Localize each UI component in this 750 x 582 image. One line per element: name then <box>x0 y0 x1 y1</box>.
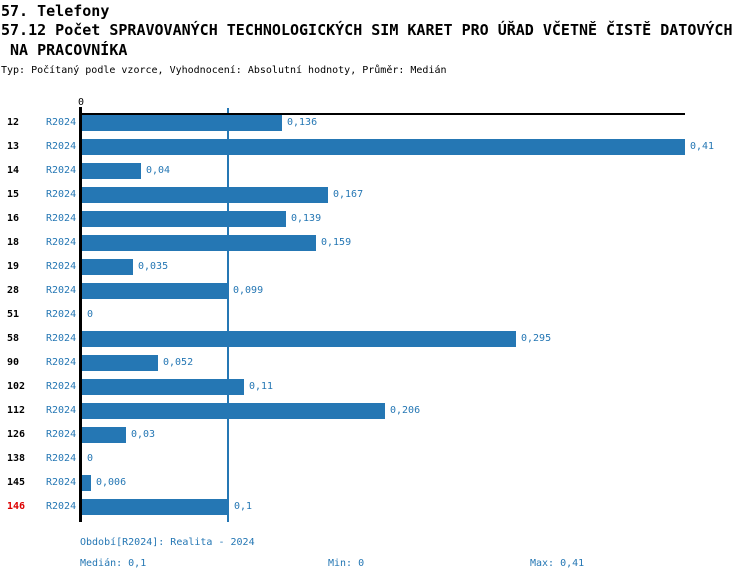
value-bar-146 <box>82 499 229 515</box>
category-label-14: 14 <box>7 165 20 176</box>
series-period-label: R2024 <box>46 501 77 512</box>
value-label-15: 0,167 <box>333 189 364 200</box>
value-label-12: 0,136 <box>287 117 318 128</box>
max-stat: Max: 0,41 <box>530 558 585 569</box>
series-period-label: R2024 <box>46 405 77 416</box>
value-label-138: 0 <box>87 453 94 464</box>
category-label-126: 126 <box>7 429 26 440</box>
value-bar-14 <box>82 163 141 179</box>
series-period-label: R2024 <box>46 285 77 296</box>
value-bar-16 <box>82 211 286 227</box>
value-bar-19 <box>82 259 133 275</box>
min-stat: Min: 0 <box>328 558 365 569</box>
value-label-13: 0,41 <box>690 141 715 152</box>
value-label-90: 0,052 <box>163 357 194 368</box>
value-label-145: 0,006 <box>96 477 127 488</box>
value-bar-102 <box>82 379 244 395</box>
value-label-146: 0,1 <box>234 501 253 512</box>
median-stat: Medián: 0,1 <box>80 558 147 569</box>
metric-subtitle: Typ: Počítaný podle vzorce, Vyhodnocení:… <box>1 65 447 76</box>
value-label-58: 0,295 <box>521 333 552 344</box>
value-bar-15 <box>82 187 328 203</box>
value-bar-12 <box>82 115 282 131</box>
category-label-146: 146 <box>7 501 26 512</box>
series-period-label: R2024 <box>46 117 77 128</box>
series-period-label: R2024 <box>46 309 77 320</box>
category-label-13: 13 <box>7 141 20 152</box>
category-label-19: 19 <box>7 261 20 272</box>
category-label-18: 18 <box>7 237 20 248</box>
value-label-51: 0 <box>87 309 94 320</box>
series-period-label: R2024 <box>46 453 77 464</box>
series-period-label: R2024 <box>46 213 77 224</box>
value-label-28: 0,099 <box>233 285 264 296</box>
value-label-126: 0,03 <box>131 429 156 440</box>
value-bar-126 <box>82 427 126 443</box>
category-label-112: 112 <box>7 405 26 416</box>
value-bar-13 <box>82 139 685 155</box>
value-label-102: 0,11 <box>249 381 274 392</box>
series-period-label: R2024 <box>46 141 77 152</box>
value-bar-145 <box>82 475 91 491</box>
category-label-28: 28 <box>7 285 20 296</box>
x-axis-line <box>79 113 685 115</box>
value-bar-90 <box>82 355 158 371</box>
category-label-16: 16 <box>7 213 20 224</box>
value-label-112: 0,206 <box>390 405 421 416</box>
median-reference-line <box>227 108 229 522</box>
value-bar-58 <box>82 331 516 347</box>
metric-title-line2: NA PRACOVNÍKA <box>10 41 128 59</box>
category-label-102: 102 <box>7 381 26 392</box>
period-info: Období[R2024]: Realita - 2024 <box>80 537 255 548</box>
series-period-label: R2024 <box>46 357 77 368</box>
report-section-title: 57. Telefony <box>1 2 110 20</box>
series-period-label: R2024 <box>46 381 77 392</box>
value-label-14: 0,04 <box>146 165 171 176</box>
x-axis-origin-label: 0 <box>78 97 85 108</box>
value-bar-112 <box>82 403 385 419</box>
category-label-138: 138 <box>7 453 26 464</box>
category-label-15: 15 <box>7 189 20 200</box>
series-period-label: R2024 <box>46 477 77 488</box>
category-label-12: 12 <box>7 117 20 128</box>
value-label-18: 0,159 <box>321 237 352 248</box>
series-period-label: R2024 <box>46 429 77 440</box>
metric-title-line1: 57.12 Počet SPRAVOVANÝCH TECHNOLOGICKÝCH… <box>1 21 733 39</box>
value-label-16: 0,139 <box>291 213 322 224</box>
category-label-58: 58 <box>7 333 20 344</box>
category-label-145: 145 <box>7 477 26 488</box>
value-bar-28 <box>82 283 228 299</box>
value-label-19: 0,035 <box>138 261 169 272</box>
series-period-label: R2024 <box>46 261 77 272</box>
value-bar-18 <box>82 235 316 251</box>
series-period-label: R2024 <box>46 165 77 176</box>
series-period-label: R2024 <box>46 189 77 200</box>
series-period-label: R2024 <box>46 333 77 344</box>
category-label-90: 90 <box>7 357 20 368</box>
category-label-51: 51 <box>7 309 20 320</box>
series-period-label: R2024 <box>46 237 77 248</box>
y-axis-line <box>79 107 82 522</box>
